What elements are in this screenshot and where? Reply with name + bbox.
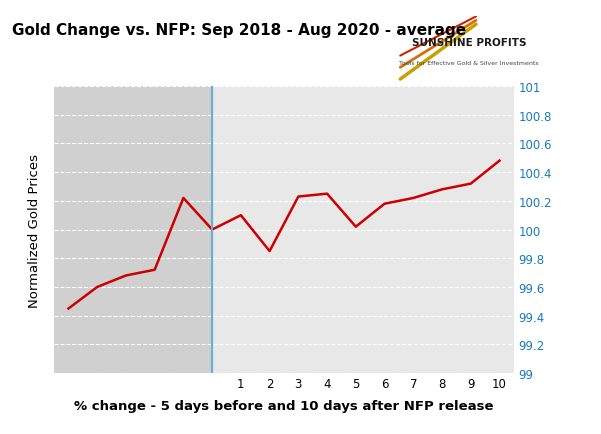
Bar <box>54 87 212 373</box>
Text: Gold Change vs. NFP: Sep 2018 - Aug 2020 - average: Gold Change vs. NFP: Sep 2018 - Aug 2020… <box>12 23 466 38</box>
X-axis label: % change - 5 days before and 10 days after NFP release: % change - 5 days before and 10 days aft… <box>74 399 494 412</box>
Text: Tools for Effective Gold & Silver Investments: Tools for Effective Gold & Silver Invest… <box>399 60 538 66</box>
Text: SUNSHINE PROFITS: SUNSHINE PROFITS <box>412 39 526 48</box>
Y-axis label: Normalized Gold Prices: Normalized Gold Prices <box>28 153 41 307</box>
